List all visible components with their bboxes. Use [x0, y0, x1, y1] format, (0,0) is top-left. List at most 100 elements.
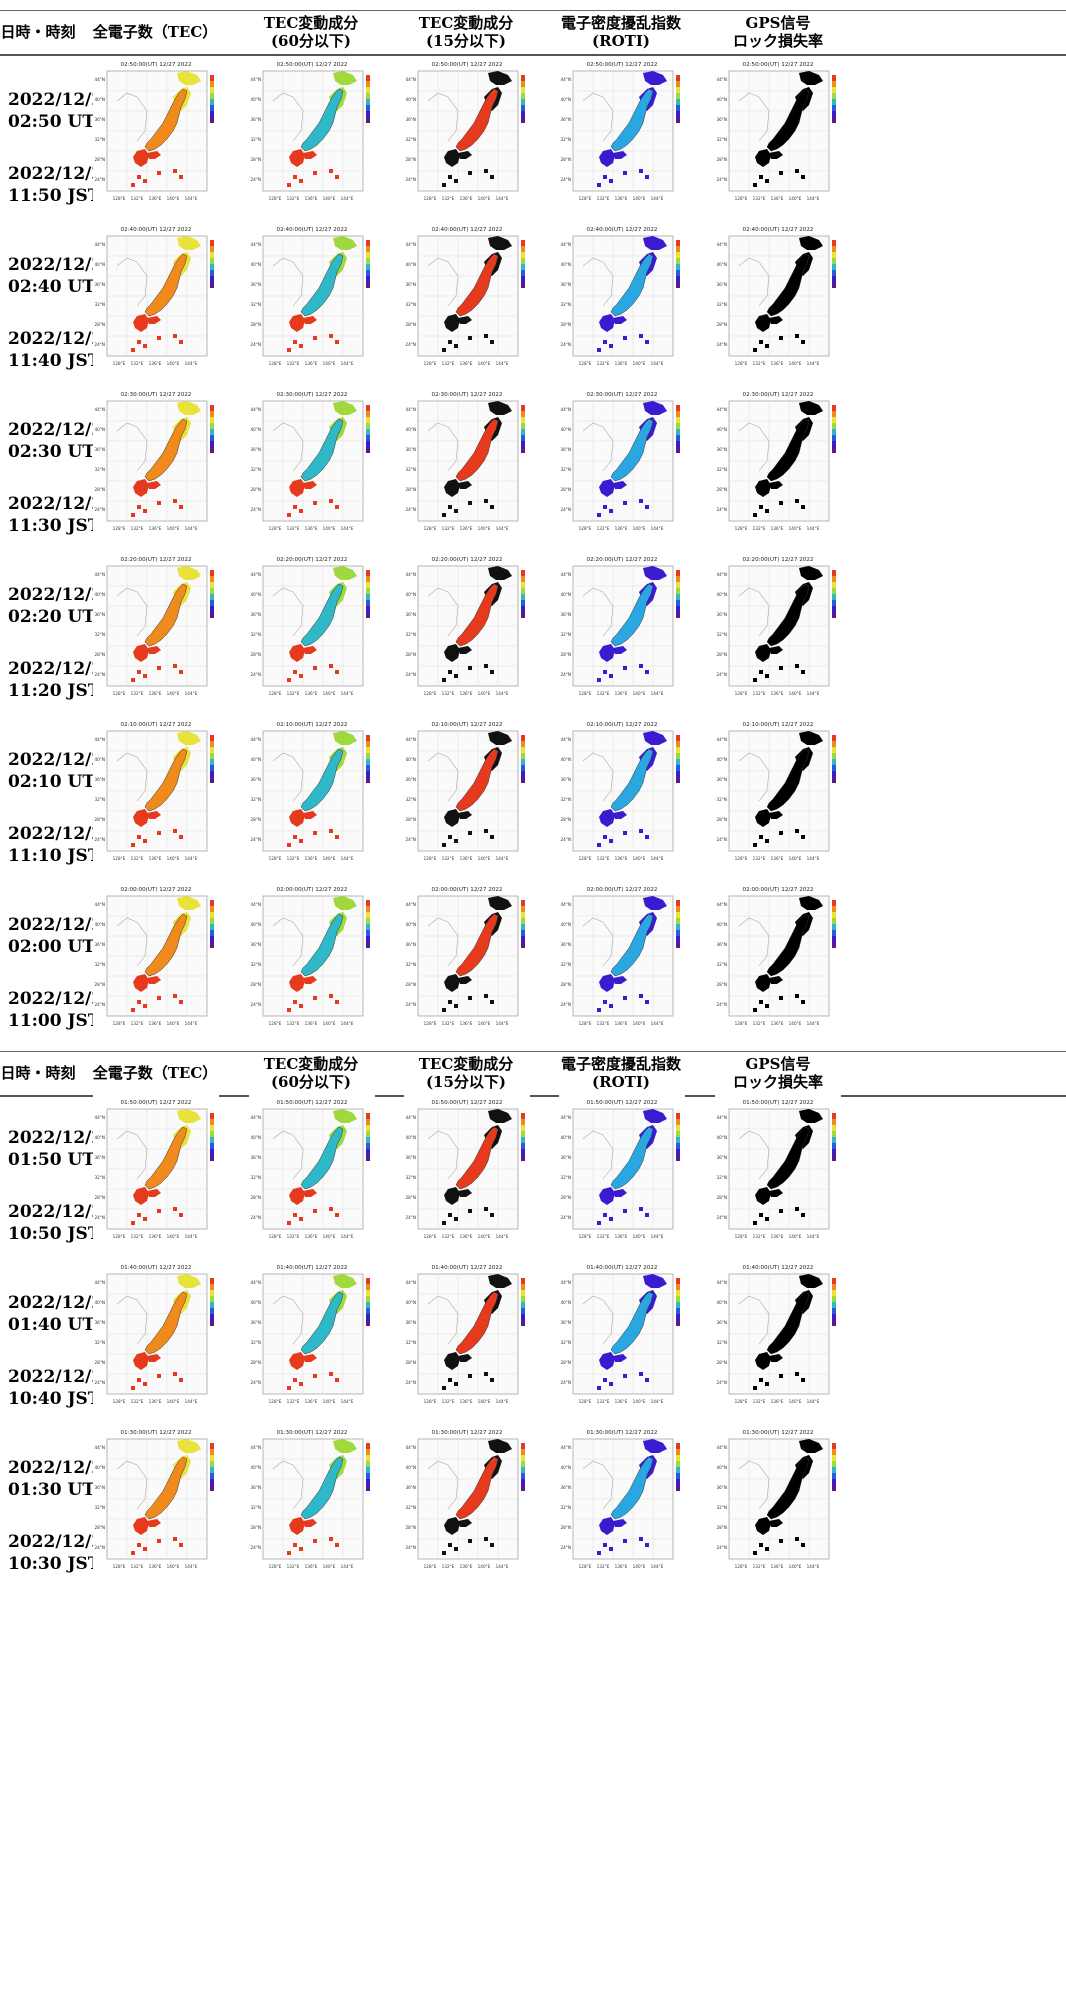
- map-dtec15: 01:50:00(UT) 12/27 2022 44°N 40°N 36°N 32°N 2…: [404, 1095, 530, 1245]
- lon-label: 144°E: [185, 691, 198, 696]
- lat-label: 44°N: [716, 737, 727, 742]
- lon-label: 132°E: [753, 526, 766, 531]
- map-dtec15: 02:30:00(UT) 12/27 2022 44°N 40°N 36°N 32°N 2…: [404, 387, 530, 537]
- lon-label: 128°E: [424, 1399, 437, 1404]
- lon-label: 132°E: [131, 691, 144, 696]
- column-header: 全電子数（TEC）: [65, 1051, 245, 1095]
- lat-label: 32°N: [560, 137, 571, 142]
- lon-label: 144°E: [185, 361, 198, 366]
- lat-label: 28°N: [250, 1195, 261, 1200]
- lat-label: 36°N: [94, 612, 105, 617]
- lat-label: 36°N: [250, 447, 261, 452]
- map-title: 02:00:00(UT) 12/27 2022: [587, 887, 658, 893]
- column-header-text: (15分以下): [425, 32, 507, 50]
- lat-label: 28°N: [560, 817, 571, 822]
- column-header-text: TEC変動成分: [418, 1055, 514, 1073]
- lat-label: 32°N: [560, 302, 571, 307]
- lon-label: 140°E: [478, 1234, 491, 1239]
- lon-label: 132°E: [753, 1021, 766, 1026]
- lat-label: 24°N: [250, 1380, 261, 1385]
- lat-label: 32°N: [716, 467, 727, 472]
- map-title: 02:50:00(UT) 12/27 2022: [432, 62, 503, 68]
- lat-label: 24°N: [94, 342, 105, 347]
- ut-date: 2022/12/27: [8, 420, 116, 440]
- lon-label: 144°E: [651, 691, 664, 696]
- lon-label: 132°E: [131, 196, 144, 201]
- lon-label: 132°E: [597, 1564, 610, 1569]
- column-header-text: 日時・時刻: [0, 23, 76, 41]
- lon-label: 128°E: [113, 856, 126, 861]
- map-title: 02:30:00(UT) 12/27 2022: [121, 392, 192, 398]
- lat-label: 32°N: [94, 1175, 105, 1180]
- lon-label: 140°E: [478, 1564, 491, 1569]
- lat-label: 28°N: [716, 322, 727, 327]
- ut-time: 01:40 UT: [8, 1315, 95, 1335]
- lat-label: 28°N: [716, 157, 727, 162]
- lon-label: 136°E: [149, 1021, 162, 1026]
- map-title: 01:30:00(UT) 12/27 2022: [587, 1430, 658, 1436]
- lon-label: 144°E: [496, 691, 509, 696]
- map-dtec15: 02:20:00(UT) 12/27 2022 44°N 40°N 36°N 32°N 2…: [404, 552, 530, 702]
- map-tec: 01:40:00(UT) 12/27 2022 44°N 40°N 36°N 32°N 2…: [93, 1260, 219, 1410]
- map-lol: 01:50:00(UT) 12/27 2022 44°N 40°N 36°N 32°N 2…: [715, 1095, 841, 1245]
- lat-label: 44°N: [560, 1445, 571, 1450]
- lon-label: 144°E: [496, 1021, 509, 1026]
- lat-label: 24°N: [405, 1380, 416, 1385]
- lat-label: 32°N: [716, 962, 727, 967]
- lat-label: 24°N: [94, 507, 105, 512]
- lon-label: 136°E: [615, 1564, 628, 1569]
- lat-label: 28°N: [250, 1360, 261, 1365]
- map-title: 02:40:00(UT) 12/27 2022: [587, 227, 658, 233]
- lon-label: 140°E: [633, 526, 646, 531]
- map-dtec15: 02:40:00(UT) 12/27 2022 44°N 40°N 36°N 32°N 2…: [404, 222, 530, 372]
- lon-label: 144°E: [341, 1564, 354, 1569]
- jst-time: 11:00 JST: [8, 1011, 101, 1031]
- lat-label: 40°N: [94, 1465, 105, 1470]
- lat-label: 32°N: [94, 467, 105, 472]
- lon-label: 128°E: [579, 361, 592, 366]
- lat-label: 28°N: [94, 817, 105, 822]
- lat-label: 32°N: [716, 1505, 727, 1510]
- lat-label: 36°N: [94, 777, 105, 782]
- lon-label: 140°E: [167, 526, 180, 531]
- lon-label: 132°E: [597, 1021, 610, 1026]
- lon-label: 140°E: [478, 1399, 491, 1404]
- column-header: TEC変動成分 (60分以下): [221, 1051, 401, 1095]
- ut-time: 02:50 UT: [8, 112, 95, 132]
- lat-label: 36°N: [560, 777, 571, 782]
- lon-label: 144°E: [496, 856, 509, 861]
- map-dtec15: 02:10:00(UT) 12/27 2022 44°N 40°N 36°N 32°N 2…: [404, 717, 530, 867]
- lat-label: 44°N: [250, 737, 261, 742]
- lat-label: 24°N: [716, 342, 727, 347]
- lon-label: 132°E: [442, 856, 455, 861]
- lon-label: 132°E: [597, 691, 610, 696]
- map-roti: 02:40:00(UT) 12/27 2022 44°N 40°N 36°N 32°N 2…: [559, 222, 685, 372]
- lat-label: 28°N: [716, 1525, 727, 1530]
- map-dtec60: 02:00:00(UT) 12/27 2022 44°N 40°N 36°N 32°N 2…: [249, 882, 375, 1032]
- map-roti: 02:00:00(UT) 12/27 2022 44°N 40°N 36°N 32°N 2…: [559, 882, 685, 1032]
- lon-label: 136°E: [149, 1234, 162, 1239]
- lat-label: 32°N: [250, 1175, 261, 1180]
- lat-label: 32°N: [94, 797, 105, 802]
- lat-label: 24°N: [250, 837, 261, 842]
- lon-label: 136°E: [460, 856, 473, 861]
- lat-label: 40°N: [94, 1300, 105, 1305]
- lat-label: 44°N: [716, 242, 727, 247]
- lon-label: 144°E: [651, 856, 664, 861]
- lat-label: 24°N: [250, 672, 261, 677]
- lat-label: 28°N: [716, 652, 727, 657]
- lat-label: 36°N: [560, 1485, 571, 1490]
- lon-label: 144°E: [496, 1399, 509, 1404]
- map-tec: 02:50:00(UT) 12/27 2022 44°N 40°N 36°N 32°N 2…: [93, 57, 219, 207]
- lat-label: 36°N: [94, 117, 105, 122]
- map-dtec60: 02:10:00(UT) 12/27 2022 44°N 40°N 36°N 32°N 2…: [249, 717, 375, 867]
- lat-label: 36°N: [716, 612, 727, 617]
- lon-label: 128°E: [113, 1564, 126, 1569]
- lon-label: 132°E: [442, 196, 455, 201]
- lat-label: 36°N: [94, 1320, 105, 1325]
- lat-label: 32°N: [716, 302, 727, 307]
- lat-label: 36°N: [94, 447, 105, 452]
- lat-label: 36°N: [250, 117, 261, 122]
- lat-label: 32°N: [716, 1175, 727, 1180]
- lat-label: 44°N: [716, 1115, 727, 1120]
